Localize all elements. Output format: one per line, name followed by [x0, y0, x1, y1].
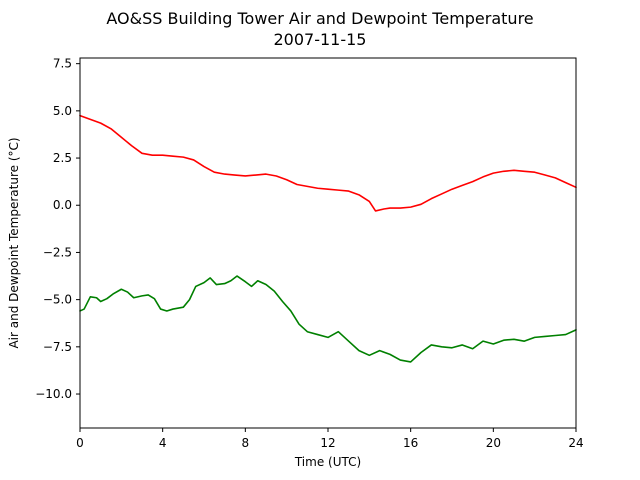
y-tick-label: 0.0	[53, 198, 72, 212]
y-tick-label: 2.5	[53, 151, 72, 165]
y-tick-label: −2.5	[43, 245, 72, 259]
x-tick-label: 12	[320, 436, 335, 450]
dewpoint-temperature-line	[79, 275, 577, 363]
y-tick-label: −7.5	[43, 340, 72, 354]
air-temperature-line	[79, 114, 577, 212]
x-tick-label: 16	[403, 436, 418, 450]
y-tick-label: −10.0	[35, 387, 72, 401]
x-tick-label: 0	[76, 436, 84, 450]
chart-subtitle: 2007-11-15	[274, 30, 367, 49]
y-axis-label: Air and Dewpoint Temperature (°C)	[7, 137, 21, 348]
x-tick-label: 20	[486, 436, 501, 450]
x-tick-label: 24	[568, 436, 583, 450]
y-tick-label: −5.0	[43, 293, 72, 307]
y-tick-label: 7.5	[53, 57, 72, 71]
y-tick-label: 5.0	[53, 104, 72, 118]
x-axis-label: Time (UTC)	[294, 455, 361, 469]
x-tick-label: 4	[159, 436, 167, 450]
plot-frame	[79, 57, 577, 429]
chart-title: AO&SS Building Tower Air and Dewpoint Te…	[106, 9, 533, 28]
series-layer	[79, 114, 577, 363]
x-tick-label: 8	[242, 436, 250, 450]
axes: 0 4 8 12 16 20 24 −10.0 −7.5 −5.0 −2.5 0.0 2.5 5.0 7.5	[35, 57, 583, 450]
